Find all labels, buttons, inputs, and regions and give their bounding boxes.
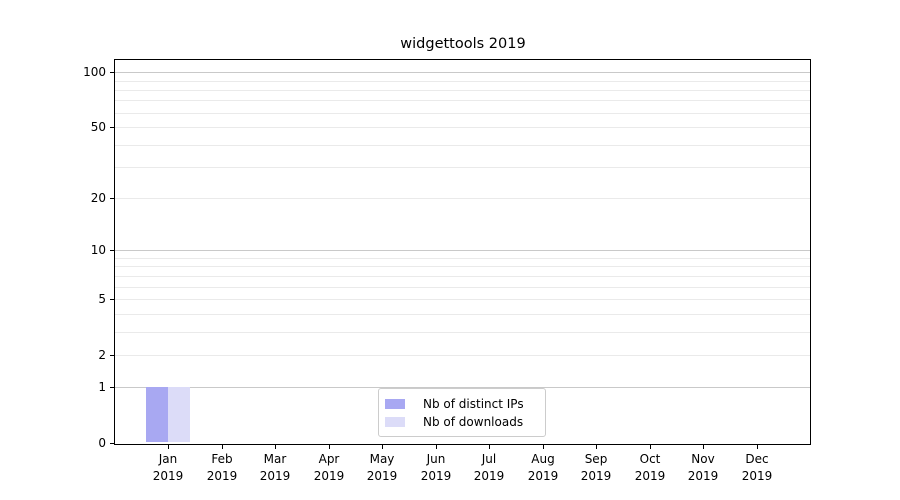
x-tick-label: Nov 2019 <box>671 451 735 485</box>
x-tick-year: 2019 <box>473 469 505 483</box>
x-tick-year: 2019 <box>420 469 452 483</box>
y-tick-label: 0 <box>98 436 106 450</box>
legend-swatch-distinct-ips <box>385 398 405 409</box>
y-axis-tick <box>110 299 115 300</box>
gridline-minor <box>115 198 810 199</box>
y-axis-tick <box>110 387 115 388</box>
x-tick-month: Sep <box>584 452 608 466</box>
x-tick-label: Jul 2019 <box>457 451 521 485</box>
x-tick-month: Jun <box>426 452 446 466</box>
y-tick-label: 100 <box>83 65 106 79</box>
gridline-minor <box>115 276 810 277</box>
x-axis-tick <box>757 445 758 449</box>
gridline-major <box>115 72 810 73</box>
x-tick-year: 2019 <box>741 469 773 483</box>
gridline-minor <box>115 299 810 300</box>
y-tick-label: 50 <box>90 120 106 134</box>
x-tick-label: Apr 2019 <box>297 451 361 485</box>
gridline-minor <box>115 266 810 267</box>
x-tick-month: Dec <box>745 452 769 466</box>
gridline-minor <box>115 127 810 128</box>
y-tick-label: 5 <box>98 292 106 306</box>
chart-title: widgettools 2019 <box>400 36 526 52</box>
x-tick-month: Apr <box>318 452 340 466</box>
y-axis-tick <box>110 250 115 251</box>
y-axis-tick <box>110 198 115 199</box>
x-tick-label: May 2019 <box>350 451 414 485</box>
x-axis-tick <box>275 445 276 449</box>
y-axis-tick <box>110 72 115 73</box>
legend-row-downloads: Nb of downloads <box>385 413 545 431</box>
x-tick-label: Oct 2019 <box>618 451 682 485</box>
x-tick-year: 2019 <box>152 469 184 483</box>
legend-swatch-downloads <box>385 416 405 427</box>
x-tick-year: 2019 <box>206 469 238 483</box>
x-tick-year: 2019 <box>527 469 559 483</box>
y-tick-label: 1 <box>98 380 106 394</box>
gridline-minor <box>115 355 810 356</box>
x-axis-tick <box>168 445 169 449</box>
x-tick-month: Feb <box>211 452 233 466</box>
x-axis-tick <box>596 445 597 449</box>
plot-area <box>114 59 811 445</box>
gridline-major <box>115 250 810 251</box>
x-axis-tick <box>703 445 704 449</box>
gridline-minor <box>115 332 810 333</box>
legend: Nb of distinct IPs Nb of downloads <box>378 388 546 437</box>
x-axis-tick <box>650 445 651 449</box>
x-tick-label: Feb 2019 <box>190 451 254 485</box>
gridline-major <box>115 387 810 388</box>
y-axis-tick <box>110 443 115 444</box>
gridline-minor <box>115 258 810 259</box>
x-tick-label: Aug 2019 <box>511 451 575 485</box>
x-axis-tick <box>543 445 544 449</box>
x-tick-year: 2019 <box>687 469 719 483</box>
x-axis-tick <box>222 445 223 449</box>
gridline-minor <box>115 100 810 101</box>
y-axis-tick <box>110 127 115 128</box>
legend-label-downloads: Nb of downloads <box>423 414 524 429</box>
y-tick-label: 10 <box>90 243 106 257</box>
gridline-minor <box>115 81 810 82</box>
x-tick-month: Mar <box>263 452 287 466</box>
gridline-minor <box>115 90 810 91</box>
gridline-minor <box>115 314 810 315</box>
x-tick-label: Jun 2019 <box>404 451 468 485</box>
bar-downloads <box>168 387 190 442</box>
y-tick-label: 20 <box>90 191 106 205</box>
legend-row-distinct-ips: Nb of distinct IPs <box>385 395 545 413</box>
x-axis-tick <box>382 445 383 449</box>
x-tick-label: Jan 2019 <box>136 451 200 485</box>
bar-distinct-ips <box>146 387 168 442</box>
x-tick-month: Jan <box>158 452 178 466</box>
x-tick-month: May <box>369 452 395 466</box>
x-tick-label: Dec 2019 <box>725 451 789 485</box>
y-axis-tick <box>110 355 115 356</box>
gridline-minor <box>115 287 810 288</box>
gridline-minor <box>115 167 810 168</box>
x-tick-year: 2019 <box>580 469 612 483</box>
x-tick-month: Oct <box>639 452 661 466</box>
x-tick-month: Jul <box>481 452 497 466</box>
gridline-minor <box>115 113 810 114</box>
x-tick-year: 2019 <box>634 469 666 483</box>
x-axis-tick <box>436 445 437 449</box>
x-axis-tick <box>489 445 490 449</box>
x-tick-year: 2019 <box>313 469 345 483</box>
y-tick-label: 2 <box>98 348 106 362</box>
gridline-minor <box>115 145 810 146</box>
x-tick-month: Aug <box>531 452 555 466</box>
x-axis-tick <box>329 445 330 449</box>
x-tick-label: Sep 2019 <box>564 451 628 485</box>
x-tick-label: Mar 2019 <box>243 451 307 485</box>
x-tick-year: 2019 <box>366 469 398 483</box>
x-tick-year: 2019 <box>259 469 291 483</box>
legend-label-distinct-ips: Nb of distinct IPs <box>423 396 524 411</box>
x-tick-month: Nov <box>691 452 715 466</box>
